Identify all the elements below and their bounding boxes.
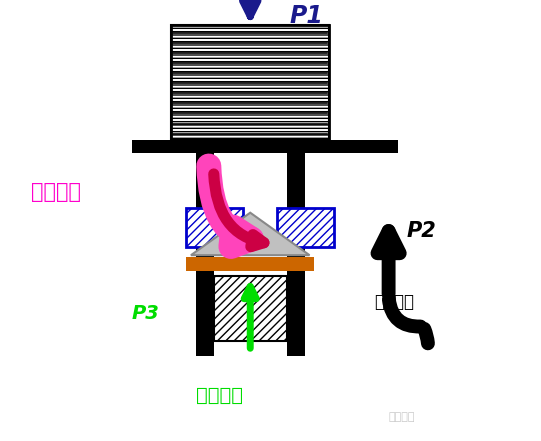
FancyArrowPatch shape — [424, 329, 428, 344]
FancyArrowPatch shape — [389, 299, 420, 326]
Bar — [131, 139, 399, 153]
Bar — [277, 208, 334, 247]
Text: P2: P2 — [406, 221, 436, 241]
Bar — [171, 25, 329, 138]
FancyArrowPatch shape — [209, 166, 252, 247]
Text: 热气入口: 热气入口 — [31, 182, 81, 202]
Text: 回气压力: 回气压力 — [374, 292, 414, 310]
Bar — [214, 276, 287, 341]
Text: 制冷百科: 制冷百科 — [388, 412, 415, 422]
Bar — [287, 153, 305, 297]
Bar — [196, 153, 214, 297]
Bar — [171, 25, 329, 138]
Bar — [186, 208, 243, 247]
Bar — [287, 271, 305, 356]
Text: P1: P1 — [290, 4, 324, 28]
Bar — [186, 257, 314, 271]
Text: P3: P3 — [131, 304, 160, 323]
Text: 弹簧压力: 弹簧压力 — [196, 385, 243, 404]
Polygon shape — [191, 213, 309, 255]
FancyArrowPatch shape — [214, 174, 264, 247]
Bar — [196, 271, 214, 356]
